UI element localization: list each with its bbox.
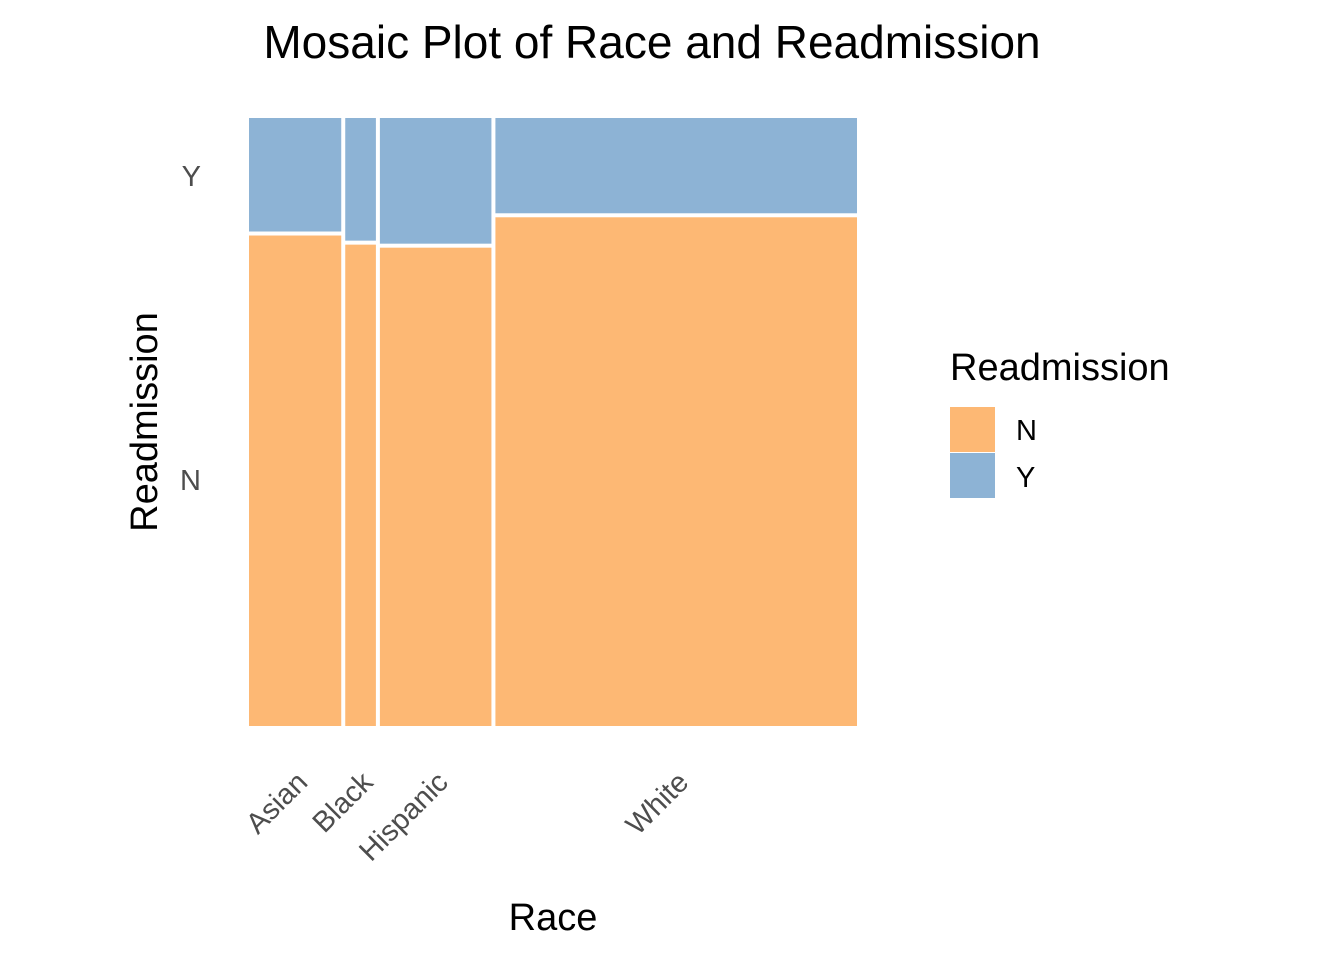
tile-white-n xyxy=(495,217,857,726)
y-tick-labels: NY xyxy=(180,161,201,497)
legend-swatch-y xyxy=(950,453,995,498)
chart-title: Mosaic Plot of Race and Readmission xyxy=(263,16,1040,68)
legend-label-y: Y xyxy=(1016,462,1035,494)
tile-asian-y xyxy=(249,118,342,232)
tile-hispanic-y xyxy=(379,118,492,244)
tile-black-n xyxy=(345,244,376,726)
y-tick-n: N xyxy=(180,465,201,497)
tile-hispanic-n xyxy=(379,247,492,726)
legend-title: Readmission xyxy=(950,347,1170,389)
x-axis-title: Race xyxy=(509,897,598,939)
tile-white-y xyxy=(495,118,857,214)
tile-black-y xyxy=(345,118,376,241)
y-tick-y: Y xyxy=(182,161,201,193)
legend-label-n: N xyxy=(1016,415,1037,447)
y-axis-title: Readmission xyxy=(124,312,166,532)
x-tick-asian: Asian xyxy=(240,766,314,840)
mosaic-tiles xyxy=(249,118,857,726)
x-tick-white: White xyxy=(620,766,695,841)
legend: Readmission N Y xyxy=(950,347,1170,498)
tile-asian-n xyxy=(249,235,342,726)
legend-swatch-n xyxy=(950,407,995,452)
